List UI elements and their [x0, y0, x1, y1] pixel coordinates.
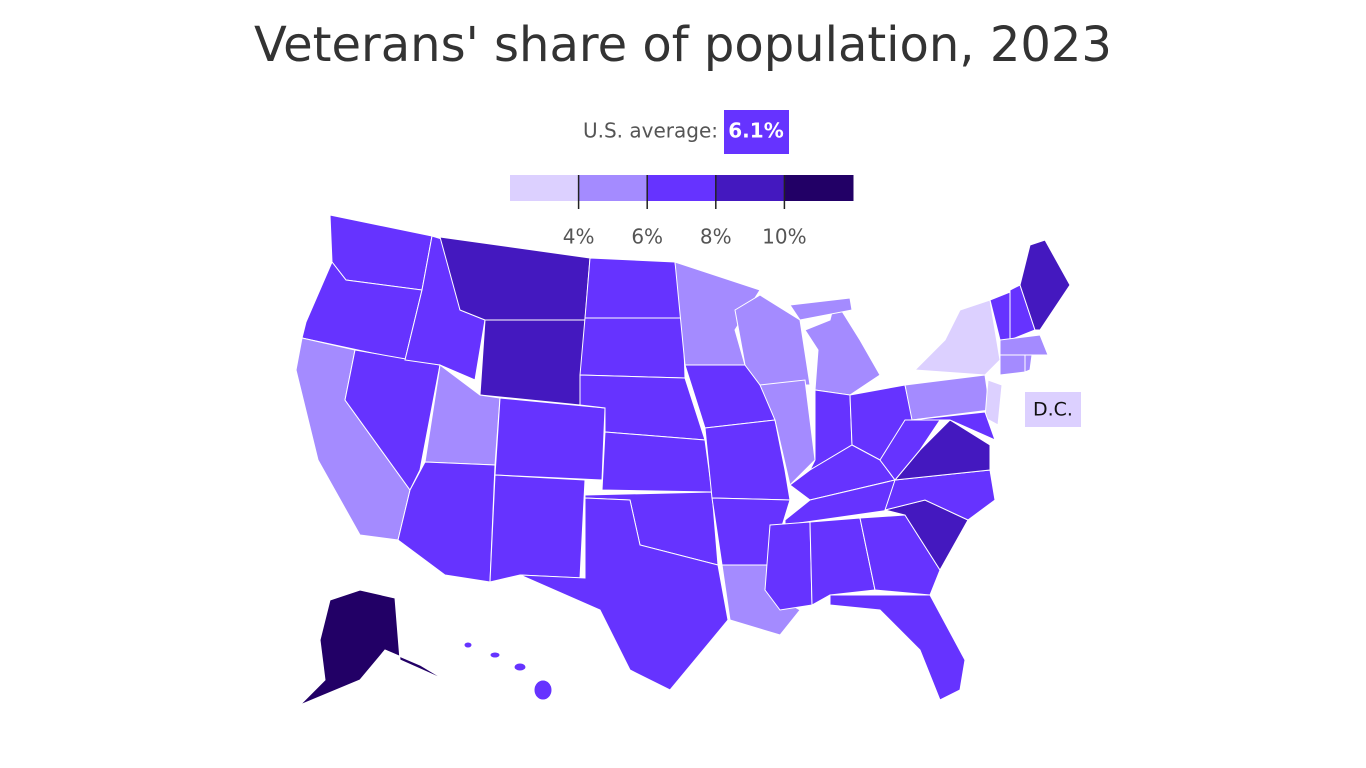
state: [999, 334, 1049, 356]
state: [734, 294, 811, 386]
state: [494, 397, 606, 481]
state: [1019, 239, 1071, 331]
state: [859, 514, 941, 596]
legend-tick-label: 8%: [700, 225, 732, 249]
chart-title: Veterans' share of population, 2023: [254, 17, 1112, 73]
dc-box: [1025, 392, 1081, 427]
state: [489, 474, 586, 583]
legend-swatch: [510, 175, 580, 201]
legend-swatch: [647, 175, 717, 201]
state: [789, 297, 853, 321]
state: [829, 594, 966, 701]
legend-swatch: [578, 175, 648, 201]
state: [674, 261, 761, 366]
state: [584, 257, 684, 319]
state: [913, 299, 1001, 376]
state: [519, 497, 729, 691]
state: [911, 411, 996, 441]
dc-label: D.C.: [1033, 399, 1073, 421]
state: [299, 589, 446, 706]
legend-tick-label: 4%: [563, 225, 595, 249]
legend-swatch: [715, 175, 785, 201]
average-label: U.S. average:: [583, 119, 718, 143]
state: [759, 379, 816, 486]
state: [479, 319, 586, 406]
legend-tick-label: 10%: [762, 225, 806, 249]
state: [764, 521, 813, 611]
state: [601, 431, 713, 493]
state: [439, 236, 591, 321]
state: [704, 419, 791, 501]
state: [533, 679, 553, 701]
legend: 4% 6% 8% 10%: [510, 175, 854, 249]
state: [513, 662, 527, 672]
legend-tick-label: 6%: [631, 225, 663, 249]
state: [489, 651, 501, 659]
average-value: 6.1%: [728, 119, 783, 143]
state: [879, 419, 941, 481]
state: [984, 379, 1003, 426]
state: [579, 317, 686, 379]
state: [397, 461, 496, 583]
state: [463, 641, 473, 649]
state: [809, 517, 876, 606]
map: [295, 214, 1071, 706]
state: [1024, 354, 1033, 373]
legend-swatch: [784, 175, 854, 201]
state: [999, 354, 1026, 376]
average-box: [724, 110, 789, 154]
